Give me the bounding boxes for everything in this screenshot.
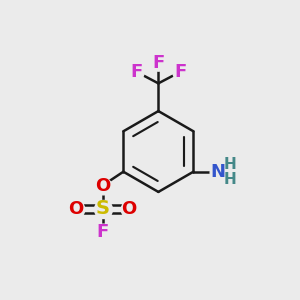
Text: N: N [210,163,225,181]
Text: H: H [224,172,237,187]
Text: F: F [152,54,164,72]
Text: S: S [96,199,110,218]
Text: F: F [174,63,186,81]
Text: F: F [130,63,142,81]
Text: O: O [122,200,137,218]
Text: F: F [96,223,109,241]
Text: H: H [224,157,237,172]
Text: O: O [68,200,84,218]
Text: O: O [95,177,110,195]
